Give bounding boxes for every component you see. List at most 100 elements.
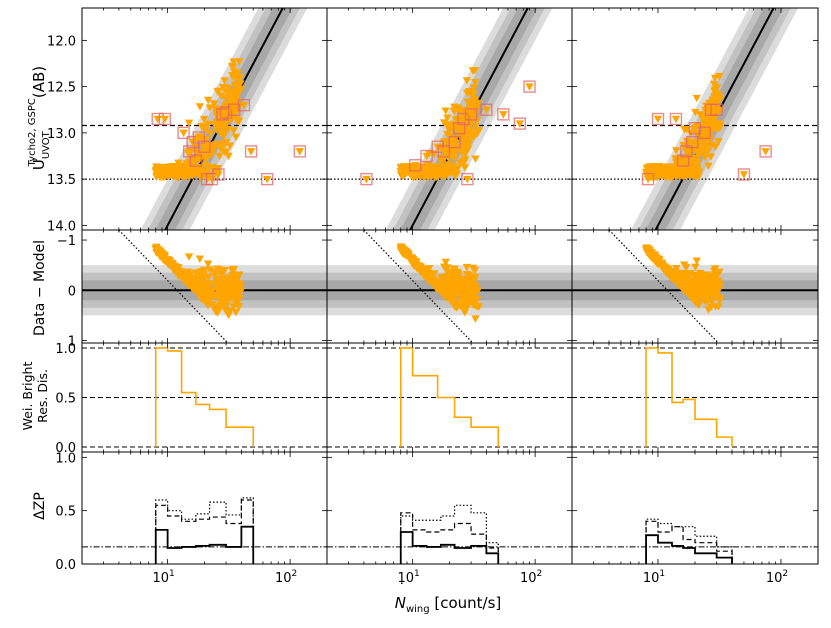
residual-point <box>231 273 240 282</box>
data-point <box>206 129 215 138</box>
x-tick-base: 10 <box>766 571 783 586</box>
highlighted-point-box <box>186 135 199 149</box>
highlighted-point-box <box>497 108 510 121</box>
data-point <box>693 165 702 173</box>
residual-point <box>676 274 685 283</box>
residual-point <box>231 309 241 317</box>
highlighted-point-box <box>189 154 203 167</box>
y-tick-label: 14.0 <box>47 219 76 234</box>
xlabel-sub: wing <box>406 604 430 615</box>
data-point <box>461 137 470 146</box>
highlighted-point-box <box>688 122 702 135</box>
data-point <box>450 169 459 177</box>
data-point <box>474 127 484 135</box>
highlighted-point-box <box>420 149 433 163</box>
residual-point <box>151 245 160 253</box>
data-point <box>471 101 480 110</box>
data-point <box>228 64 238 72</box>
y-tick-label: 13.0 <box>47 127 76 142</box>
data-point <box>410 172 419 181</box>
y-tick-label: 1.0 <box>55 342 76 357</box>
data-point <box>231 133 241 142</box>
highlighted-point <box>362 175 371 184</box>
data-point <box>204 120 213 129</box>
model-bands-layer <box>82 8 818 316</box>
residual-point <box>201 293 211 302</box>
residual-point <box>672 265 681 273</box>
residual-point <box>193 288 202 297</box>
data-point <box>468 67 478 75</box>
residual-point <box>713 280 722 289</box>
highlighted-point <box>295 148 305 156</box>
data-point <box>236 73 245 82</box>
residual-point <box>463 302 473 310</box>
highlighted-point <box>230 106 239 114</box>
highlighted-point-box <box>205 172 219 186</box>
highlighted-point <box>200 143 209 151</box>
data-point <box>709 117 718 126</box>
highlighted-point <box>482 106 491 114</box>
data-point <box>471 155 480 163</box>
highlighted-point-box <box>686 135 699 149</box>
data-point <box>710 80 719 89</box>
residual-point <box>471 285 480 294</box>
data-point <box>706 153 716 161</box>
residual-point <box>455 287 465 295</box>
x-tick-base: 10 <box>152 571 169 586</box>
residual-point <box>671 271 681 279</box>
y-tick-label: 13.5 <box>47 173 76 188</box>
residual-point <box>420 270 429 278</box>
highlighted-point <box>653 115 663 124</box>
data-point <box>215 122 225 130</box>
highlighted-point-box <box>513 117 527 130</box>
residual-point <box>183 268 193 277</box>
residual-point <box>180 277 190 285</box>
x-tick-base: 10 <box>397 571 414 586</box>
data-point <box>697 113 706 121</box>
model-band-2sigma <box>638 8 791 230</box>
residual-point <box>209 304 219 312</box>
residual-point <box>697 272 706 280</box>
highlighted-point <box>450 138 459 147</box>
residual-point <box>205 266 214 274</box>
data-point <box>176 168 186 177</box>
data-point <box>231 69 240 78</box>
data-point <box>710 74 720 83</box>
resdis-step-line <box>154 347 255 448</box>
data-point <box>472 117 482 125</box>
highlighted-point-box <box>480 103 493 116</box>
residual-point <box>680 261 689 269</box>
residual-limit-line <box>363 230 474 343</box>
highlighted-point-box <box>431 140 444 153</box>
data-point <box>698 148 708 157</box>
residual-point <box>452 268 462 277</box>
residual-point <box>212 281 222 289</box>
data-point <box>234 86 244 95</box>
data-point <box>452 104 462 112</box>
highlighted-point <box>678 157 688 165</box>
data-point <box>464 141 473 149</box>
dzp-step-dotted <box>155 497 254 564</box>
y-tick-label: 0 <box>68 284 76 299</box>
x-tick-label: 102 <box>275 569 297 586</box>
xlabel-dot: ˙ <box>398 580 406 598</box>
y-tick-label: 0.0 <box>55 558 76 573</box>
ylabel-resdis-line1: Wei. Bright <box>20 362 35 431</box>
y-tick-label: 1.0 <box>55 451 76 466</box>
x-tick-exponent: 1 <box>414 569 420 579</box>
residual-point <box>227 292 237 300</box>
x-tick-base: 10 <box>643 571 660 586</box>
highlighted-point-box <box>651 112 665 126</box>
highlighted-point-box <box>244 145 258 158</box>
highlighted-point <box>525 83 534 91</box>
data-point <box>656 167 665 175</box>
highlighted-point-box <box>177 126 190 140</box>
data-point <box>165 169 175 178</box>
highlighted-point <box>712 106 721 114</box>
highlighted-point-box <box>212 168 225 181</box>
residual-point <box>710 265 720 273</box>
data-point <box>187 169 196 178</box>
residual-point <box>176 272 186 280</box>
residual-point <box>660 264 669 273</box>
y-tick-label: 0.0 <box>55 441 76 456</box>
